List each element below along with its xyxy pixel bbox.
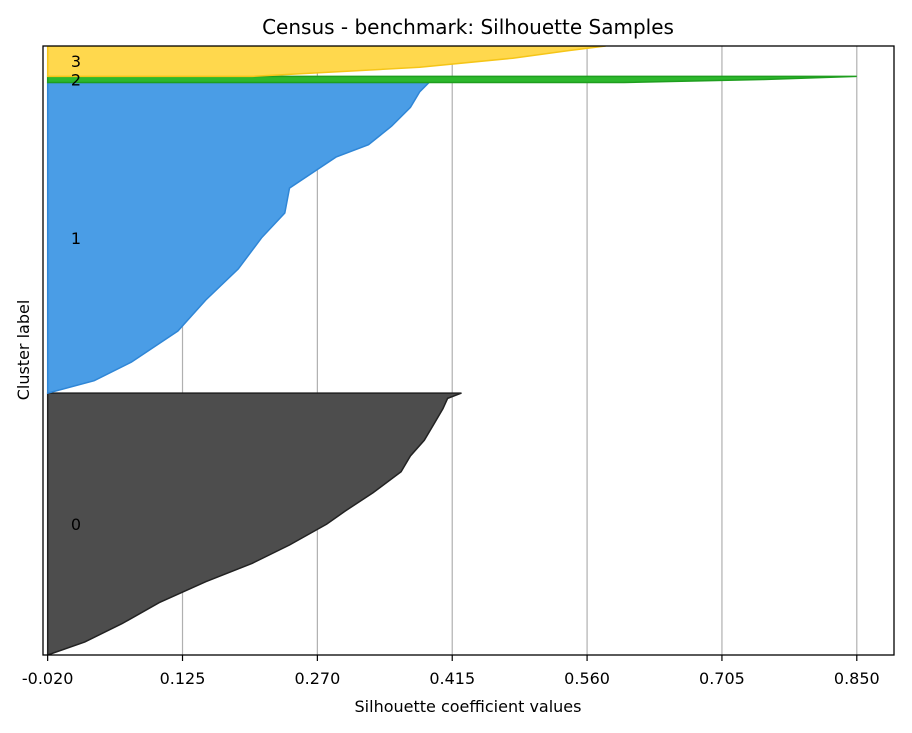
x-tick-label: 0.850 bbox=[834, 669, 880, 688]
cluster-0-silhouette bbox=[46, 392, 462, 655]
x-axis-label: Silhouette coefficient values bbox=[355, 697, 582, 716]
cluster-0-label: 0 bbox=[71, 515, 81, 534]
x-axis-ticks: -0.020 0.125 0.270 0.415 0.560 0.705 0.850 bbox=[22, 655, 880, 688]
x-tick-label: 0.705 bbox=[699, 669, 745, 688]
cluster-2-label: 2 bbox=[71, 71, 81, 90]
x-tick-label: 0.560 bbox=[564, 669, 610, 688]
x-tick-label: 0.125 bbox=[160, 669, 206, 688]
cluster-3-label: 3 bbox=[71, 52, 81, 71]
y-axis-ticks: 0 1 23 bbox=[71, 52, 81, 534]
chart-title: Census - benchmark: Silhouette Samples bbox=[262, 15, 674, 39]
cluster-layer bbox=[46, 46, 857, 655]
plot-frame bbox=[42, 45, 895, 656]
y-axis-label: Cluster label bbox=[14, 300, 33, 401]
cluster-1-silhouette bbox=[46, 81, 431, 395]
x-tick-label: 0.415 bbox=[429, 669, 475, 688]
cluster-3-silhouette bbox=[46, 46, 606, 78]
cluster-2-silhouette bbox=[46, 75, 857, 84]
x-tick-label: 0.270 bbox=[294, 669, 340, 688]
x-tick-label: -0.020 bbox=[22, 669, 74, 688]
cluster-1-label: 1 bbox=[71, 229, 81, 248]
